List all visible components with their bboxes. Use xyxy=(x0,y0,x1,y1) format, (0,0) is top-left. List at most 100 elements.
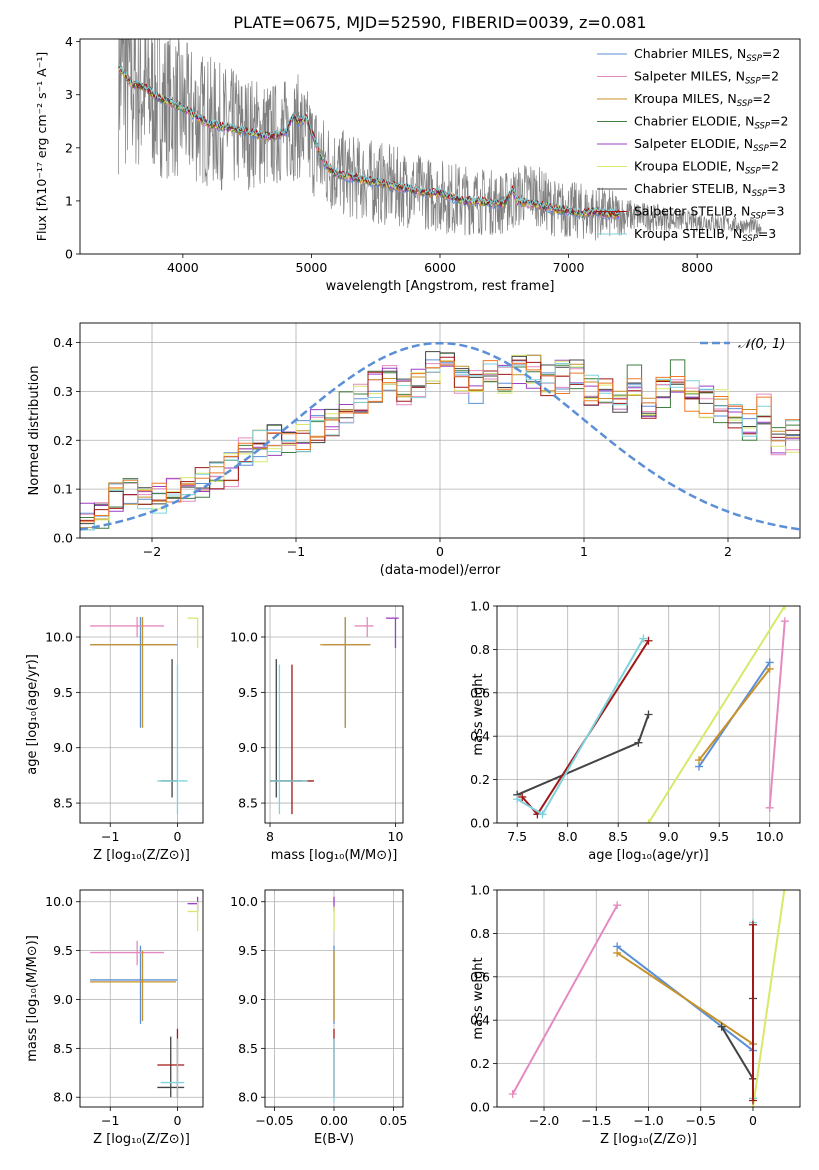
residual-histogram xyxy=(80,351,800,525)
residual-legend: 𝒩(0, 1) xyxy=(700,337,785,352)
y-tick-label: 0.2 xyxy=(470,772,490,787)
y-axis-label: Flux [fλ10⁻¹⁷ erg cm⁻² s⁻¹ A⁻¹] xyxy=(34,52,49,241)
y-tick-label: 9.0 xyxy=(53,992,73,1007)
y-tick-label: 8.5 xyxy=(238,796,258,811)
y-tick-label: 8.5 xyxy=(53,1041,73,1056)
weight-marker xyxy=(748,1096,757,1105)
x-tick-label: 8000 xyxy=(681,260,713,275)
x-tick-label: 10.0 xyxy=(756,829,784,844)
x-tick-label: 9.0 xyxy=(659,829,679,844)
y-axis-label: mass weight xyxy=(471,957,486,1039)
x-tick-label: −2.0 xyxy=(529,1113,559,1128)
legend-entry: Chabrier STELIB, NSSP=3 xyxy=(634,181,786,199)
axes-frame xyxy=(496,605,801,824)
y-tick-label: 0.6 xyxy=(470,685,490,700)
figure-title: PLATE=0675, MJD=52590, FIBERID=0039, z=0… xyxy=(233,13,646,32)
x-tick-label: 7000 xyxy=(553,260,585,275)
x-tick-label: 0.05 xyxy=(380,1113,408,1128)
y-axis-label: Normed distribution xyxy=(27,366,42,496)
y-tick-label: 0.8 xyxy=(470,926,490,941)
axes-frame xyxy=(79,889,204,1108)
legend-entry: Kroupa MILES, NSSP=2 xyxy=(634,91,771,109)
weight-marker xyxy=(644,636,653,645)
axes-residuals: −2 −1 0 1 2 0.0 0.1 0.2 0.3 0.4 (data-model)/error… xyxy=(27,323,800,578)
age_vs_Z-points xyxy=(90,617,199,815)
y-tick-label: 0.0 xyxy=(53,531,73,546)
y-tick-label: 10.0 xyxy=(230,630,258,645)
y-tick-label: 1 xyxy=(65,193,73,208)
weight-line xyxy=(768,621,786,808)
weight-marker xyxy=(765,803,774,812)
weight-line xyxy=(616,952,754,1045)
weight-marker xyxy=(513,795,522,804)
y-tick-label: 9.5 xyxy=(238,943,258,958)
y-tick-label: 9.5 xyxy=(53,943,73,958)
weight_vs_age-lines xyxy=(513,606,789,823)
weight-line xyxy=(511,904,619,1095)
x-tick-label: 1 xyxy=(580,544,588,559)
x-axis-label: Z [log₁₀(Z/Z⊙)] xyxy=(600,1132,697,1147)
y-axis-label: mass weight xyxy=(471,673,486,755)
weight-marker xyxy=(518,792,527,801)
axes-frame xyxy=(496,889,801,1108)
y-tick-label: 0.8 xyxy=(470,642,490,657)
legend-entry: Salpeter STELIB, NSSP=3 xyxy=(634,204,784,222)
x-axis-label: wavelength [Angstrom, rest frame] xyxy=(326,279,555,294)
y-tick-label: 2 xyxy=(65,140,73,155)
weight-line xyxy=(516,638,645,816)
weight-marker xyxy=(613,948,622,957)
legend-entry: Kroupa STELIB, NSSP=3 xyxy=(634,226,776,244)
x-tick-label: −1 xyxy=(287,544,305,559)
x-tick-label: 8 xyxy=(266,829,274,844)
weight-line xyxy=(516,714,650,796)
y-axis-label: age [log₁₀(age/yr)] xyxy=(25,654,40,775)
axes-weight_vs_Z: −2.0 −1.5 −1.0 −0.5 0 0.0 0.2 0.4 0.6 0.8 1.0 Z [lo… xyxy=(470,883,800,1147)
weight-line xyxy=(698,668,771,761)
axes-frame xyxy=(264,889,404,1108)
spectrum-legend: Chabrier MILES, NSSP=2 Salpeter MILES, NS… xyxy=(597,46,789,244)
weight-line xyxy=(647,606,786,823)
x-tick-label: −1 xyxy=(101,829,119,844)
model-spectrum-kroupa-stelib xyxy=(118,64,620,216)
x-tick-label: −0.05 xyxy=(255,1113,293,1128)
x-tick-label: 0.00 xyxy=(320,1113,348,1128)
legend-entry: Kroupa ELODIE, NSSP=2 xyxy=(634,159,779,177)
x-tick-label: 0 xyxy=(173,1113,181,1128)
weight-marker xyxy=(644,819,653,823)
x-axis-label: mass [log₁₀(M/M⊙)] xyxy=(271,848,398,863)
y-tick-label: 8.0 xyxy=(238,1090,258,1105)
x-tick-label: 0 xyxy=(749,1113,757,1128)
y-tick-label: 9.0 xyxy=(238,740,258,755)
legend-entry: Chabrier ELODIE, NSSP=2 xyxy=(634,114,789,132)
y-tick-label: 0.6 xyxy=(470,969,490,984)
weight-marker xyxy=(717,1022,726,1031)
weight-marker xyxy=(748,920,757,929)
residual-histogram xyxy=(80,360,800,523)
weight_vs_Z-lines xyxy=(508,890,789,1107)
spectrum-plot xyxy=(118,39,762,241)
x-tick-label: −1.0 xyxy=(633,1113,663,1128)
observed-spectrum xyxy=(118,39,762,241)
weight-marker xyxy=(634,738,643,747)
y-tick-label: 0.4 xyxy=(470,1013,490,1028)
x-tick-label: 8.5 xyxy=(608,829,628,844)
y-tick-label: 9.5 xyxy=(238,685,258,700)
legend-entry: Chabrier MILES, NSSP=2 xyxy=(634,46,780,64)
x-tick-label: 5000 xyxy=(296,260,328,275)
weight-marker xyxy=(780,617,789,626)
axes-mass_vs_ebv: −0.05 0.00 0.05 8.0 8.5 9.0 9.5 10.0 E(B-V) xyxy=(230,890,407,1147)
y-tick-label: 10.0 xyxy=(45,630,73,645)
x-tick-label: 2 xyxy=(724,544,732,559)
y-tick-label: 0.0 xyxy=(470,1100,490,1115)
axes-frame xyxy=(79,605,204,824)
histogram-plot xyxy=(80,341,800,531)
x-tick-label: −0.5 xyxy=(686,1113,716,1128)
x-axis-label: age [log₁₀(age/yr)] xyxy=(588,848,709,863)
weight-marker xyxy=(639,634,648,643)
axes-weight_vs_age: 7.5 8.0 8.5 9.0 9.5 10.0 0.0 0.2 0.4 0.6 0.8 1.0 age… xyxy=(470,599,800,863)
axes-spectrum: 4000 5000 6000 7000 8000 0 1 2 3 4 wavelength [Ang… xyxy=(34,34,713,294)
weight-line xyxy=(521,640,650,816)
y-tick-label: 8.5 xyxy=(238,1041,258,1056)
